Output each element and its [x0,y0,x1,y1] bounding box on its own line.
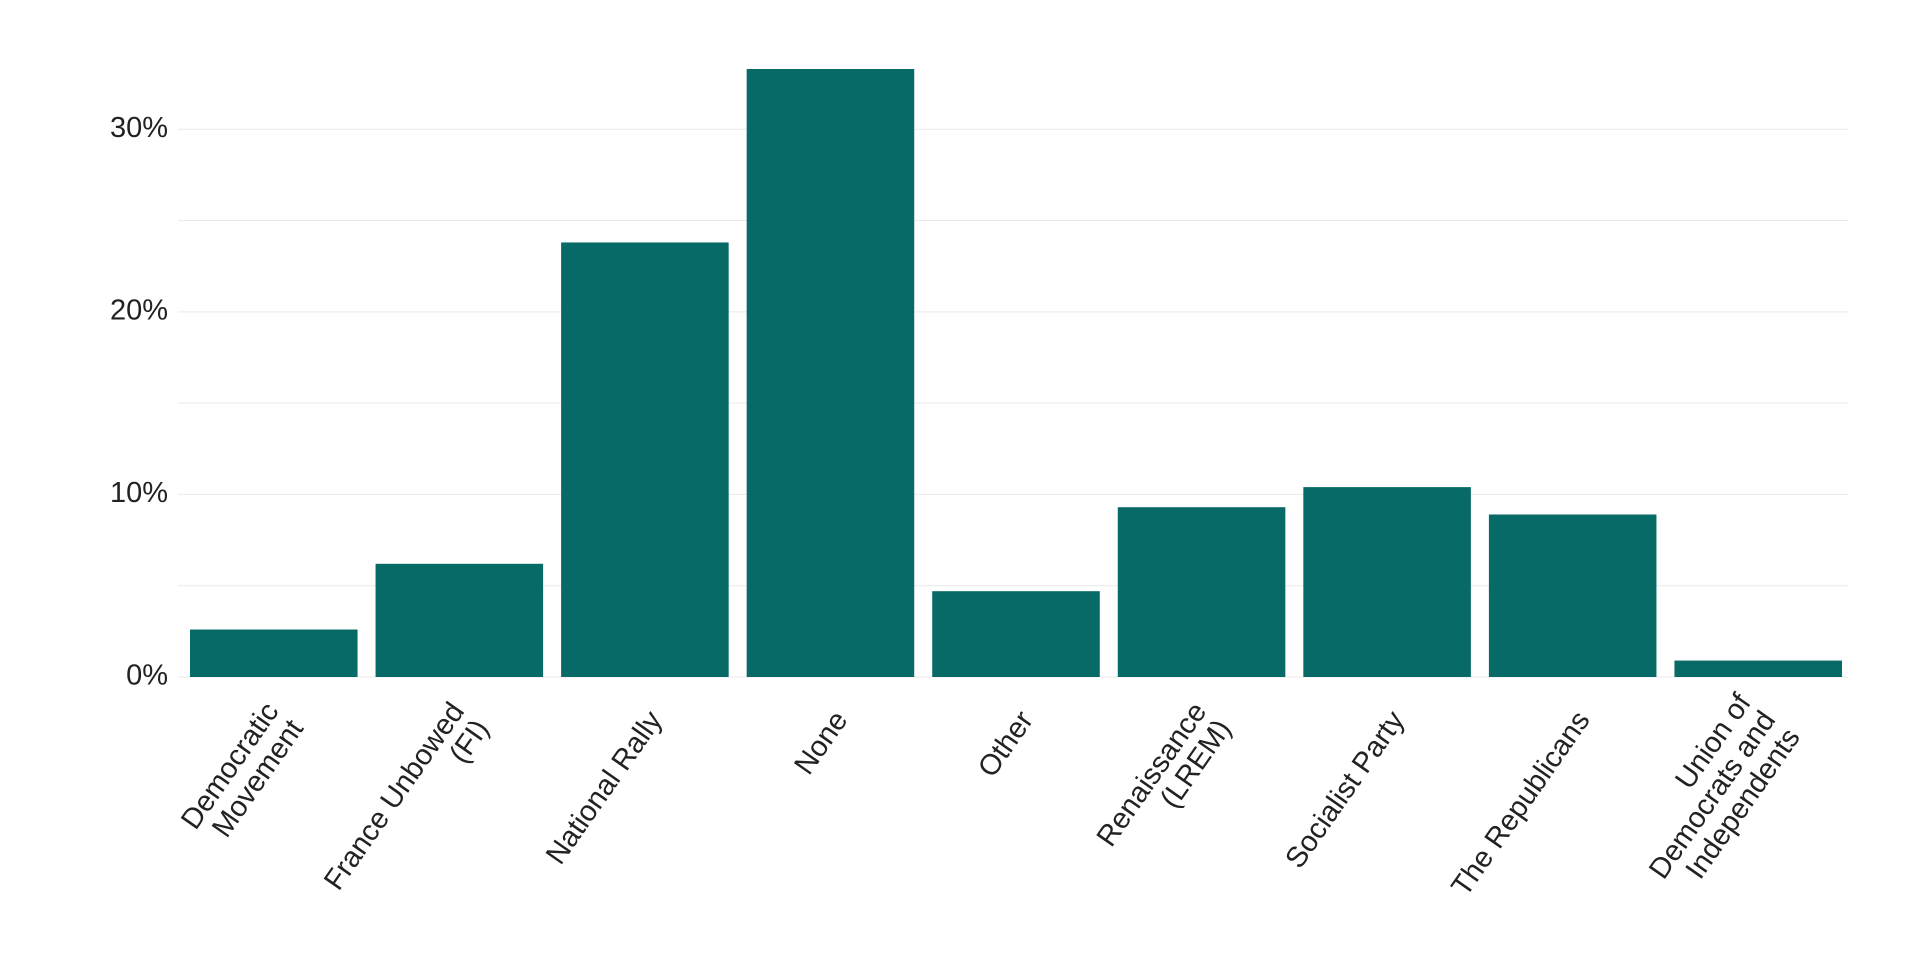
x-tick-label: France Unbowed(FI) [318,697,495,913]
x-tick-label: Socialist Party [1279,705,1411,874]
bar [1117,507,1286,677]
x-tick-label: DemocraticMovement [175,697,310,853]
svg-text:National Rally: National Rally [540,705,669,870]
bar [932,591,1100,677]
svg-text:Other: Other [972,705,1040,783]
x-tick-label: None [788,705,854,780]
svg-text:Renaissance(LREM): Renaissance(LREM) [1091,697,1238,870]
x-axis: DemocraticMovement France Unbowed(FI) Nati… [175,687,1808,913]
svg-text:Socialist Party: Socialist Party [1279,705,1411,874]
x-tick-label: Other [972,705,1040,783]
bar [190,629,358,677]
svg-text:DemocraticMovement: DemocraticMovement [175,697,310,853]
bar [375,563,544,677]
svg-text:The Republicans: The Republicans [1446,705,1597,902]
svg-text:None: None [788,705,854,780]
bar [561,242,729,677]
x-tick-label: The Republicans [1446,705,1597,902]
y-tick-label: 30% [110,112,168,144]
x-tick-label: Renaissance(LREM) [1091,697,1238,870]
bar [1674,660,1842,677]
y-tick-label: 0% [126,660,168,692]
bar [1488,514,1657,677]
bar [1303,487,1471,677]
y-tick-label: 10% [110,477,168,509]
x-tick-label: National Rally [540,705,669,870]
y-tick-label: 20% [110,294,168,326]
x-tick-label: Union ofDemocrats andIndependents [1619,687,1808,902]
y-axis: 0% 10% 20% 30% [110,112,168,692]
bar-layer [190,69,1842,677]
svg-text:France Unbowed(FI): France Unbowed(FI) [318,697,495,913]
bar [746,69,915,677]
svg-text:Union ofDemocrats andIndepende: Union ofDemocrats andIndependents [1619,687,1808,902]
